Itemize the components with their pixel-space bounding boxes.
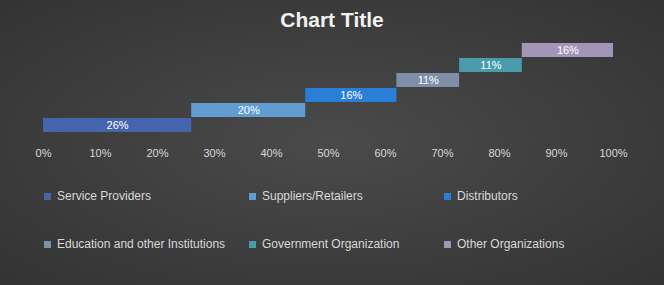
svg-text:0%: 0%	[36, 147, 52, 159]
html-text:Service Providers: Service Providers	[57, 189, 151, 203]
svg-text:20%: 20%	[238, 104, 260, 116]
html-text:Chart Title: Chart Title	[280, 8, 384, 31]
html-text:Education and other Institutio: Education and other Institutions	[57, 237, 226, 251]
svg-text:11%: 11%	[418, 74, 439, 86]
svg-text:20%: 20%	[146, 147, 168, 159]
svg-text:30%: 30%	[203, 147, 225, 159]
svg-text:16%: 16%	[340, 89, 362, 101]
html-text:Suppliers/Retailers: Suppliers/Retailers	[262, 189, 363, 203]
svg-text:50%: 50%	[317, 147, 339, 159]
html-text:Distributors: Distributors	[457, 189, 518, 203]
svg-text:26%: 26%	[107, 119, 129, 131]
svg-text:60%: 60%	[374, 147, 396, 159]
html-text:Government Organization: Government Organization	[262, 237, 400, 251]
svg-text:40%: 40%	[260, 147, 282, 159]
svg-text:70%: 70%	[431, 147, 453, 159]
svg-text:11%: 11%	[480, 59, 501, 71]
svg-text:80%: 80%	[488, 147, 510, 159]
svg-text:90%: 90%	[545, 147, 567, 159]
svg-text:16%: 16%	[557, 44, 579, 56]
svg-text:10%: 10%	[89, 147, 111, 159]
html-text:Other Organizations: Other Organizations	[457, 237, 565, 251]
svg-text:100%: 100%	[599, 147, 627, 159]
